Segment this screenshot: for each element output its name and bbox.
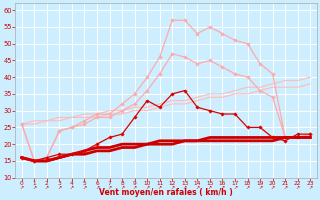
- X-axis label: Vent moyen/en rafales ( km/h ): Vent moyen/en rafales ( km/h ): [99, 188, 233, 197]
